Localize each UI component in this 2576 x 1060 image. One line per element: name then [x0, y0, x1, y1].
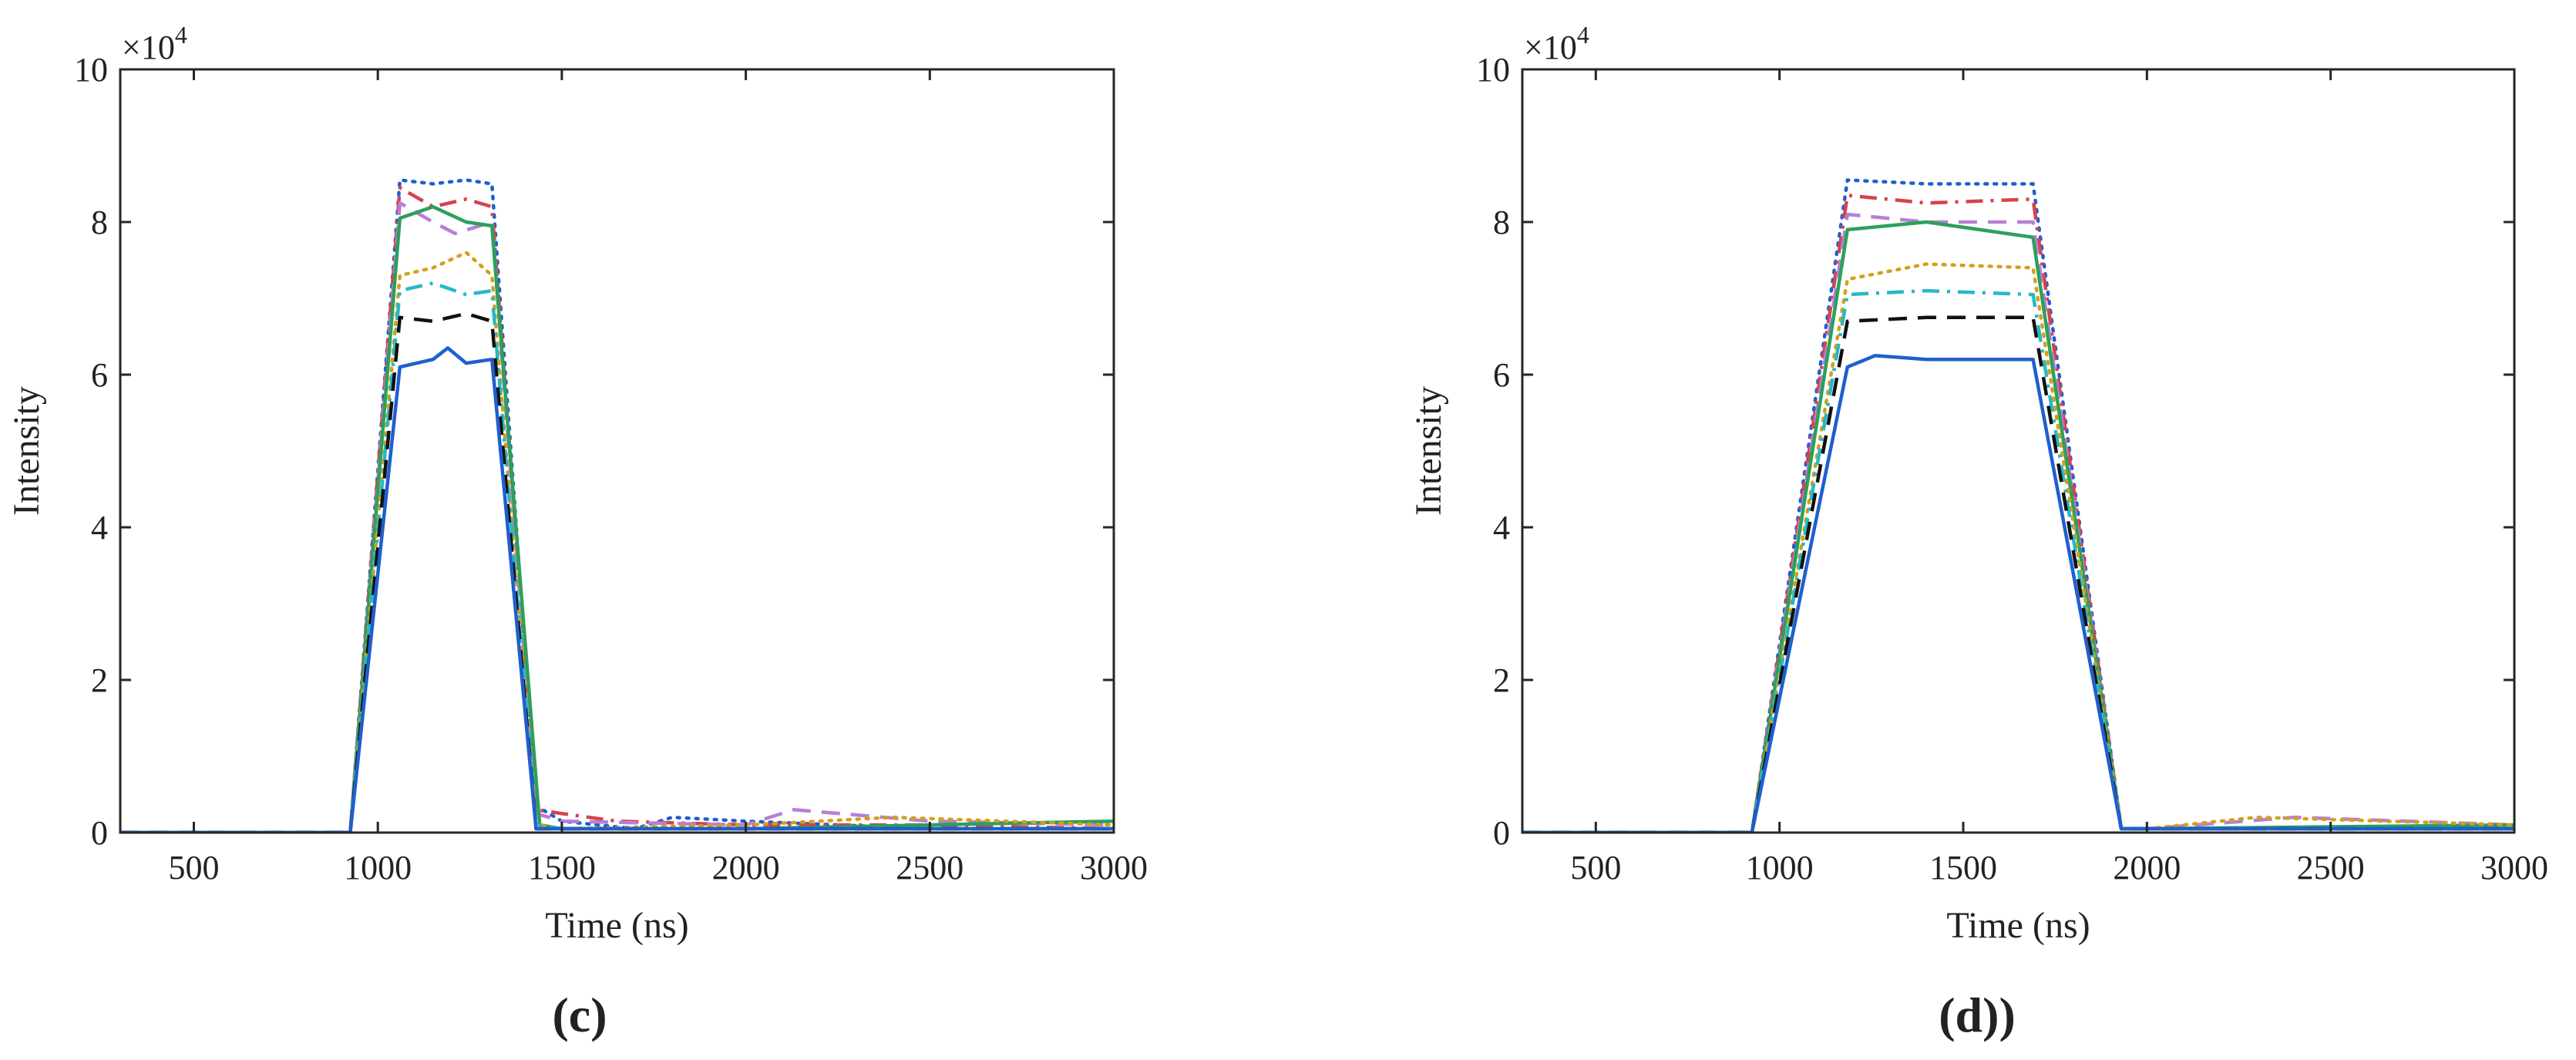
y-tick-label: 8 — [91, 204, 108, 241]
plot-frame — [1521, 68, 2516, 834]
series-line-2 — [1522, 193, 2514, 833]
y-tick-label: 4 — [1493, 509, 1510, 547]
y-tick-label: 6 — [1493, 356, 1510, 394]
x-tick-label: 1500 — [1929, 849, 1997, 887]
x-tick-label: 500 — [1570, 849, 1621, 887]
plot-frame — [119, 68, 1115, 834]
y-tick-label: 10 — [1476, 51, 1510, 89]
y-tick-label: 4 — [91, 509, 108, 547]
y-tick-label: 10 — [74, 51, 108, 89]
x-tick-label: 1000 — [344, 849, 412, 887]
panel-caption: (c) — [552, 988, 607, 1042]
y-axis-label: Intensity — [6, 386, 47, 516]
x-tick-label: 2500 — [2297, 849, 2365, 887]
series-group — [120, 178, 1114, 833]
series-group — [1522, 178, 2514, 833]
x-tick-label: 2000 — [712, 849, 780, 887]
y-tick-label: 6 — [91, 356, 108, 394]
series-line-8 — [1522, 354, 2514, 833]
x-tick-label: 2000 — [2113, 849, 2181, 887]
series-line-5 — [120, 251, 1114, 833]
series-line-2 — [120, 186, 1114, 833]
x-tick-label: 1000 — [1746, 849, 1814, 887]
y-tick-label: 2 — [91, 661, 108, 699]
series-line-4 — [120, 204, 1114, 833]
y-multiplier: ×104 — [122, 21, 187, 66]
series-line-5 — [1522, 262, 2514, 833]
series-line-7 — [120, 311, 1114, 833]
series-line-4 — [1522, 220, 2514, 833]
y-multiplier: ×104 — [1524, 21, 1589, 66]
series-line-1 — [1522, 178, 2514, 833]
series-line-7 — [1522, 315, 2514, 833]
y-axis-label: Intensity — [1408, 386, 1449, 516]
series-line-6 — [1522, 288, 2514, 833]
y-tick-label: 8 — [1493, 204, 1510, 241]
chart-panel-1: 500 1000 1500 2000 2500 3000 0 2 4 6 8 10 ×104 Time (… — [6, 21, 1148, 1042]
series-line-1 — [120, 178, 1114, 833]
series-line-3 — [120, 201, 1114, 833]
x-tick-label: 3000 — [1080, 849, 1148, 887]
x-tick-label: 1500 — [528, 849, 596, 887]
y-tick-label: 2 — [1493, 661, 1510, 699]
x-tick-label: 2500 — [896, 849, 963, 887]
series-line-6 — [120, 281, 1114, 833]
x-axis-label: Time (ns) — [545, 905, 688, 946]
x-tick-label: 500 — [168, 849, 219, 887]
panel-caption: (d)) — [1939, 988, 2016, 1042]
chart-panel-2: 500 1000 1500 2000 2500 3000 0 2 4 6 8 10 ×104 Time (… — [1408, 21, 2548, 1042]
series-line-3 — [1522, 212, 2514, 833]
y-tick-label: 0 — [91, 814, 108, 852]
series-line-8 — [120, 346, 1114, 833]
y-tick-label: 0 — [1493, 814, 1510, 852]
x-axis-label: Time (ns) — [1946, 905, 2090, 946]
x-tick-label: 3000 — [2480, 849, 2548, 887]
